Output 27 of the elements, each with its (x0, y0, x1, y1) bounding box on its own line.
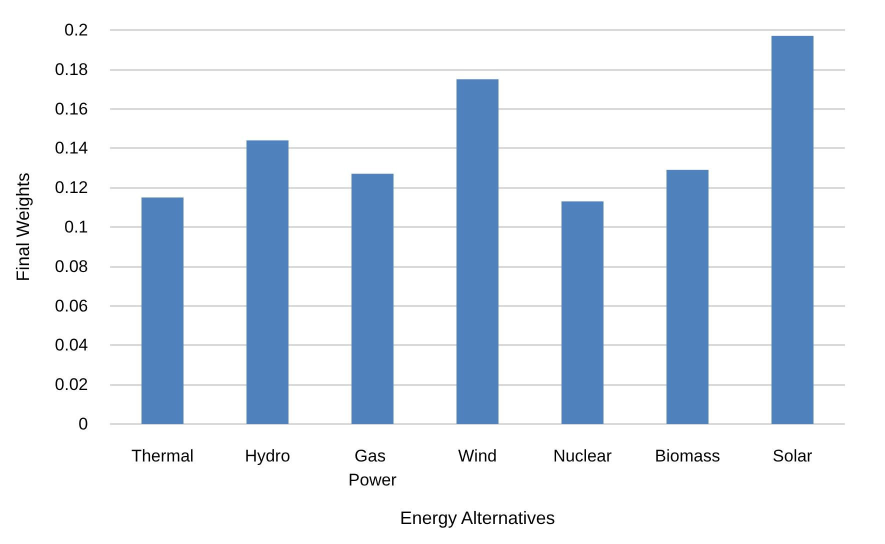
x-tick-label: Solar (772, 446, 813, 466)
x-tick-label: Wind (458, 446, 497, 466)
y-tick-label: 0.04 (54, 336, 88, 355)
x-tick-label: Hydro (244, 446, 290, 466)
x-tick-label: Thermal (131, 446, 194, 466)
y-tick-label: 0.16 (54, 99, 88, 118)
bar (246, 140, 288, 424)
y-tick-label: 0.02 (54, 375, 88, 394)
bar (772, 36, 814, 424)
y-tick-label: 0.06 (54, 296, 88, 316)
y-tick-label: 0 (78, 414, 88, 434)
y-tick-label: 0.2 (64, 20, 88, 40)
y-tick-label: 0.18 (54, 60, 88, 79)
bar (352, 174, 394, 424)
x-tick-label: Nuclear (553, 446, 612, 466)
bar (142, 197, 184, 424)
bar (666, 170, 708, 424)
y-tick-label: 0.12 (54, 178, 88, 198)
y-axis-title: Final Weights (13, 172, 33, 282)
bar (456, 79, 498, 424)
y-tick-label: 0.1 (64, 218, 88, 236)
y-tick-label: 0.14 (54, 138, 88, 158)
y-tick-label: 0.08 (54, 256, 88, 276)
x-tick-label: Gas Power (348, 446, 397, 490)
bar (562, 201, 604, 424)
x-tick-label: Biomass (654, 446, 720, 466)
x-axis-title: Energy Alternatives (400, 508, 556, 528)
